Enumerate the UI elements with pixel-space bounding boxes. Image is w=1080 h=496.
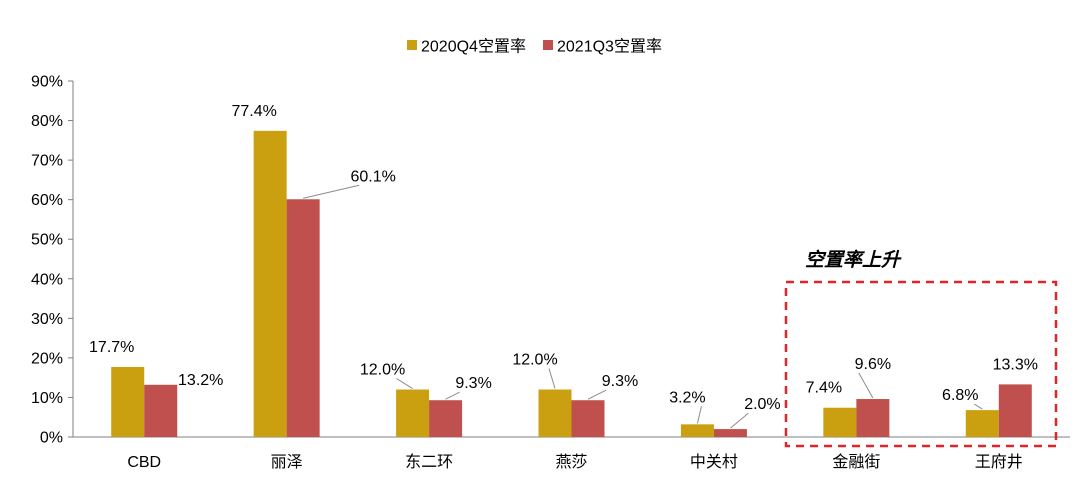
leader-line (587, 389, 607, 400)
x-axis: CBD 丽泽 东二环 燕莎 中关村 金融街 王府井 (73, 436, 1070, 471)
y-tick-label: 40% (31, 271, 63, 288)
data-label: 13.3% (993, 356, 1038, 373)
legend-swatch (543, 40, 553, 50)
data-label: 9.3% (602, 373, 638, 390)
bar-2020q4 (111, 366, 145, 437)
y-tick-label: 10% (31, 390, 63, 407)
y-tick-label: 70% (31, 153, 63, 170)
leader-line (445, 391, 460, 400)
legend-label: 2021Q3空置率 (557, 38, 662, 56)
bar-2020q4 (253, 130, 287, 437)
bar-2021q3 (571, 400, 605, 437)
bar-2021q3 (998, 384, 1032, 437)
data-label: 77.4% (231, 103, 276, 120)
bar-2020q4 (680, 424, 714, 437)
data-label: 60.1% (350, 168, 395, 185)
x-tick-label: 中关村 (690, 453, 738, 471)
bars (111, 130, 1032, 437)
data-labels: 17.7% 13.2% 77.4% 60.1% 12.0% 9.3% 12.0% 9.3% 3.… (89, 103, 1038, 429)
y-tick-label: 50% (31, 232, 63, 249)
data-label: 9.3% (455, 375, 491, 392)
data-label: 6.8% (942, 387, 978, 404)
y-tick-label: 60% (31, 192, 63, 209)
legend-swatch (407, 40, 417, 50)
bar-2020q4 (538, 389, 572, 437)
bar-2021q3 (856, 399, 890, 437)
data-label: 17.7% (89, 339, 134, 356)
data-label: 12.0% (512, 352, 557, 369)
data-label: 12.0% (360, 362, 405, 379)
y-tick-label: 0% (40, 430, 63, 447)
data-label: 13.2% (178, 372, 223, 389)
leader-line (396, 378, 413, 389)
annotation: 空置率上升 (784, 249, 1058, 448)
bar-2020q4 (965, 410, 999, 437)
leader-line (974, 403, 983, 410)
x-tick-label: 丽泽 (271, 453, 303, 471)
bar-2021q3 (286, 199, 320, 437)
x-tick-label: 燕莎 (555, 453, 587, 471)
annotation-title: 空置率上升 (805, 249, 902, 271)
bar-2021q3 (713, 429, 747, 437)
data-label: 3.2% (669, 389, 705, 406)
x-tick-label: 金融街 (832, 453, 880, 471)
leader-line (303, 184, 360, 199)
highlight-box (784, 280, 1058, 448)
x-tick-label: 王府井 (975, 453, 1023, 471)
y-tick-label: 30% (31, 311, 63, 328)
legend-label: 2020Q4空置率 (421, 38, 526, 56)
legend: 2020Q4空置率 2021Q3空置率 (407, 38, 662, 56)
bar-2020q4 (396, 389, 430, 437)
y-axis: 0% 10% 20% 30% 40% 50% 60% 70% 80% 90% (31, 74, 74, 447)
y-tick-label: 80% (31, 113, 63, 130)
y-tick-label: 90% (31, 74, 63, 91)
leader-line (730, 412, 749, 429)
bar-2021q3 (144, 384, 178, 437)
bar-2021q3 (429, 400, 463, 437)
x-tick-label: CBD (127, 454, 161, 471)
bar-2020q4 (823, 407, 857, 437)
x-tick-label: 东二环 (405, 453, 453, 471)
data-label: 7.4% (806, 380, 842, 397)
data-label: 9.6% (855, 356, 891, 373)
data-label: 2.0% (744, 396, 780, 413)
leader-line (548, 368, 556, 389)
leader-line (696, 406, 702, 424)
y-tick-label: 20% (31, 350, 63, 367)
leader-line (858, 372, 874, 399)
